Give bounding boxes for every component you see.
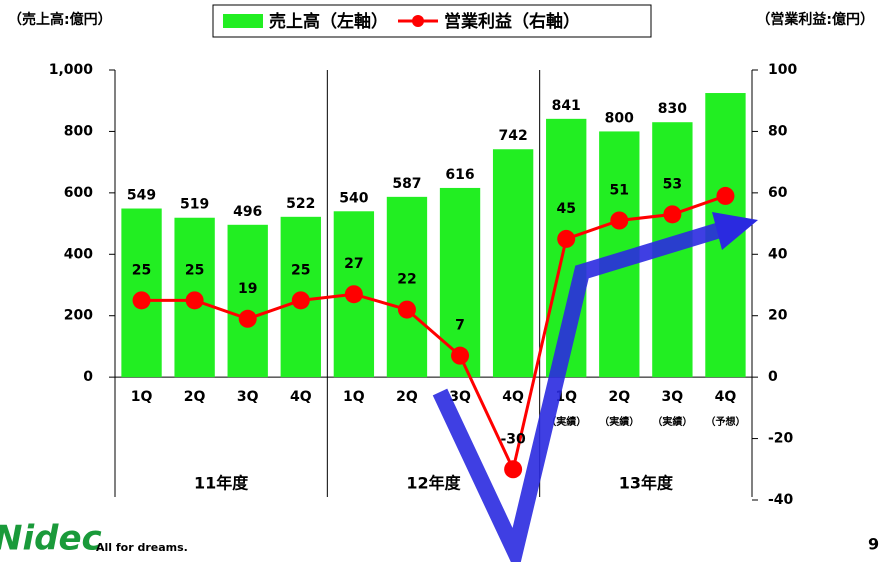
bar-value-label: 830 bbox=[658, 101, 687, 117]
x-tick-note: （実績） bbox=[546, 415, 586, 428]
line-marker bbox=[663, 205, 682, 224]
x-tick-label: 4Q bbox=[290, 389, 312, 405]
x-tick-label: 2Q bbox=[184, 389, 206, 405]
legend-label: 売上高（左軸） bbox=[269, 11, 388, 32]
line-marker bbox=[344, 285, 363, 304]
bar-value-label: 616 bbox=[445, 167, 474, 183]
line-value-label: 19 bbox=[238, 281, 257, 297]
y2-tick-label: 40 bbox=[768, 246, 788, 262]
legend-marker bbox=[412, 15, 424, 27]
line-value-label: -30 bbox=[500, 431, 526, 447]
bar-value-label: 587 bbox=[392, 176, 421, 192]
x-tick-note: （予想） bbox=[705, 415, 745, 428]
line-value-label: 53 bbox=[663, 176, 682, 192]
y2-tick-label: 100 bbox=[768, 62, 797, 78]
line-value-label: 22 bbox=[397, 272, 416, 288]
bar-value-label: 496 bbox=[233, 204, 262, 220]
x-tick-label: 4Q bbox=[502, 389, 524, 405]
x-tick-label: 4Q bbox=[715, 389, 737, 405]
bar-value-label: 519 bbox=[180, 197, 209, 213]
group-label: 11年度 bbox=[194, 474, 249, 493]
y-tick-label: 200 bbox=[64, 308, 93, 324]
legend-swatch bbox=[223, 14, 263, 28]
x-tick-note: （実績） bbox=[599, 415, 639, 428]
group-label: 13年度 bbox=[619, 474, 674, 493]
x-tick-label: 2Q bbox=[396, 389, 418, 405]
line-marker bbox=[610, 211, 629, 230]
bar-value-label: 742 bbox=[499, 128, 528, 144]
legend-label: 営業利益（右軸） bbox=[444, 11, 580, 32]
y2-tick-label: 20 bbox=[768, 308, 788, 324]
page-number: 9 bbox=[868, 535, 879, 554]
line-value-label: 25 bbox=[291, 262, 310, 278]
line-value-label: 7 bbox=[455, 318, 465, 334]
line-marker bbox=[291, 291, 310, 310]
y-tick-label: 800 bbox=[64, 123, 93, 139]
bar-value-label: 522 bbox=[286, 196, 315, 212]
line-marker bbox=[397, 300, 416, 319]
logo-brand: Nidec bbox=[0, 519, 102, 559]
line-marker bbox=[185, 291, 204, 310]
y-tick-label: 1,000 bbox=[49, 62, 94, 78]
line-marker bbox=[716, 186, 735, 205]
line-value-label: 45 bbox=[556, 201, 575, 217]
line-value-label: 51 bbox=[610, 183, 629, 199]
x-tick-label: 1Q bbox=[343, 389, 365, 405]
x-tick-label: 2Q bbox=[608, 389, 630, 405]
x-tick-label: 3Q bbox=[449, 389, 471, 405]
y2-tick-label: -40 bbox=[768, 492, 794, 508]
bar bbox=[386, 196, 428, 378]
line-marker bbox=[557, 229, 576, 248]
group-label: 12年度 bbox=[406, 474, 461, 493]
bar bbox=[227, 224, 268, 378]
y2-tick-label: 0 bbox=[768, 369, 778, 385]
line-value-label: 25 bbox=[185, 262, 204, 278]
logo-tagline: All for dreams. bbox=[96, 541, 188, 554]
bar-value-label: 549 bbox=[127, 188, 156, 204]
x-tick-label: 1Q bbox=[131, 389, 153, 405]
line-marker bbox=[238, 309, 257, 328]
bar bbox=[492, 149, 534, 378]
bar-value-label: 841 bbox=[552, 98, 581, 114]
line-marker bbox=[451, 346, 470, 365]
line-marker bbox=[132, 291, 151, 310]
line-marker bbox=[504, 460, 523, 479]
arrow bbox=[432, 212, 758, 562]
y2-tick-label: -20 bbox=[768, 431, 794, 447]
x-tick-label: 3Q bbox=[237, 389, 259, 405]
line-value-label: 25 bbox=[132, 262, 151, 278]
line-value-label: 27 bbox=[344, 256, 363, 272]
bar-value-label: 540 bbox=[339, 190, 368, 206]
y-axis-label: （売上高:億円） bbox=[8, 11, 112, 28]
y2-tick-label: 80 bbox=[768, 123, 788, 139]
x-tick-note: （実績） bbox=[652, 415, 692, 428]
y-tick-label: 600 bbox=[64, 185, 93, 201]
y2-tick-label: 60 bbox=[768, 185, 788, 201]
y2-axis-label: （営業利益:億円） bbox=[756, 11, 874, 28]
y-tick-label: 400 bbox=[64, 246, 93, 262]
y-tick-label: 0 bbox=[83, 369, 93, 385]
bar-value-label: 800 bbox=[605, 110, 634, 126]
x-tick-label: 3Q bbox=[662, 389, 684, 405]
